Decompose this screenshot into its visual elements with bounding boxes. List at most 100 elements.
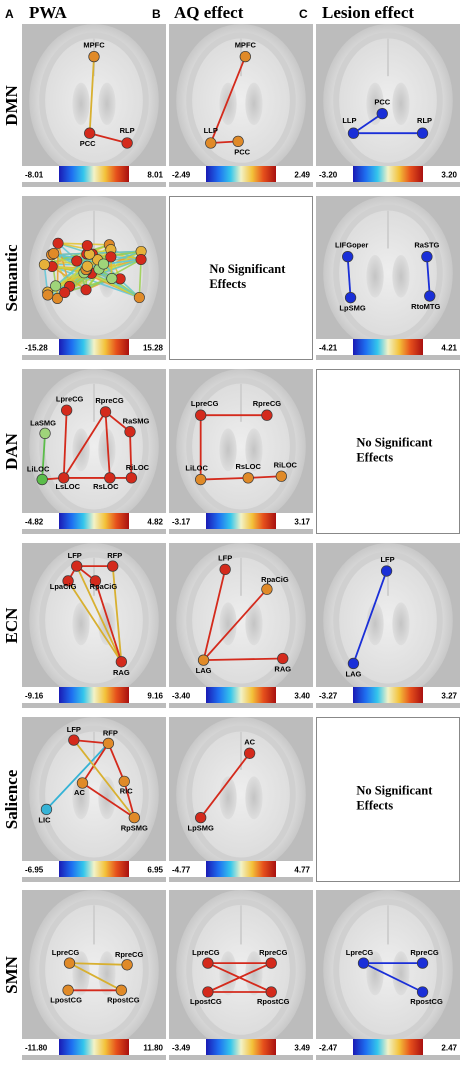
edge-llp-pcc bbox=[352, 112, 383, 134]
node-label-rag: RAG bbox=[274, 665, 291, 674]
brain-outline bbox=[323, 24, 453, 178]
colorbar-min: -6.95 bbox=[25, 866, 44, 875]
edge-rfp-lic bbox=[45, 742, 110, 811]
node-label-rprecg: RpreCG bbox=[253, 399, 282, 408]
node-lsloc bbox=[58, 472, 70, 484]
node-label-rprecg: RpreCG bbox=[95, 396, 124, 405]
edge-lfp-rag bbox=[75, 565, 123, 663]
node-rsloc bbox=[242, 472, 254, 484]
node-label-lprecg: LpreCG bbox=[52, 948, 80, 957]
colorbar-min-box bbox=[22, 339, 59, 355]
edge-ac-rpsmg bbox=[81, 782, 135, 819]
colorbar-max: 8.01 bbox=[147, 171, 163, 180]
brain-ventricle-right bbox=[245, 602, 263, 646]
node-label-rpacig: RpaCiG bbox=[90, 582, 118, 591]
panel-dmn-aq-effect: MPFC LLP PCC -2.49 2.49 bbox=[169, 24, 313, 187]
node-rprecg bbox=[265, 957, 277, 969]
node-label-rprecg: RpreCG bbox=[259, 948, 288, 957]
node-rasmg bbox=[124, 426, 136, 438]
node-lag bbox=[347, 657, 360, 670]
colorbar-min: -3.17 bbox=[172, 518, 191, 527]
colorbar-max: 4.82 bbox=[147, 518, 163, 527]
node-label-lpostcg: LpostCG bbox=[50, 995, 82, 1004]
node-riloc bbox=[125, 472, 138, 484]
node-lprecg bbox=[60, 404, 73, 416]
panel-ecn-pwa: LFP RFP LpaCiG RpaCiG RAG -9.16 9.16 bbox=[22, 543, 166, 708]
no-effects-line1: No Significant bbox=[356, 436, 433, 450]
brain-outline bbox=[29, 890, 159, 1050]
node-rpostcg bbox=[115, 984, 128, 996]
node-label-lprecg: LpreCG bbox=[192, 948, 220, 957]
node-label-lpsmg: LpSMG bbox=[339, 304, 365, 313]
node-label-rsloc: RsLOC bbox=[93, 482, 119, 491]
network-node bbox=[98, 258, 110, 270]
empty-panel bbox=[169, 196, 313, 360]
brain-ventricle-left bbox=[366, 951, 384, 996]
node-label-pcc: PCC bbox=[374, 98, 390, 107]
panel-semantic-pwa: -15.28 15.28 bbox=[22, 195, 166, 360]
panel-semantic-lesion-effect: LIFGoper RaSTG LpSMG RtoMTG -4.21 4.21 bbox=[316, 195, 460, 360]
panel-smn-pwa: LpreCG RpreCG LpostCG RpostCG -11.80 11.80 bbox=[22, 890, 166, 1060]
edge-pcc-rlp bbox=[89, 132, 128, 144]
node-lfp bbox=[380, 565, 393, 577]
node-pcc bbox=[84, 127, 96, 139]
colorbar-min: -4.82 bbox=[25, 518, 44, 527]
node-label-rlp: RLP bbox=[417, 116, 432, 125]
edge-lfp-rfp bbox=[73, 739, 109, 745]
colorbar-max: 15.28 bbox=[143, 344, 164, 353]
colorbar-max-box bbox=[276, 1039, 313, 1055]
colorbar-max-box bbox=[129, 1039, 166, 1055]
nodes: MPFC LLP PCC bbox=[204, 41, 257, 157]
panel-ecn-lesion-effect: LFP LAG -3.27 3.27 bbox=[316, 543, 460, 708]
edges bbox=[199, 752, 251, 819]
brain-outline bbox=[323, 195, 453, 351]
colorbar-min-box bbox=[169, 166, 206, 182]
colorbar bbox=[353, 687, 423, 703]
network-node bbox=[105, 251, 117, 263]
colorbar-min-box bbox=[22, 1039, 59, 1055]
edge-lfp-lag bbox=[352, 570, 388, 664]
node-rsloc bbox=[104, 472, 116, 484]
colorbar-max: 3.27 bbox=[441, 692, 457, 701]
node-lprecg bbox=[63, 957, 76, 969]
node-rastg bbox=[421, 251, 433, 263]
colorbar-min: -3.27 bbox=[319, 692, 338, 701]
colorbar-max-box bbox=[129, 339, 166, 355]
network-node bbox=[48, 247, 60, 259]
node-label-mpfc: MPFC bbox=[83, 41, 105, 50]
colorbar-max: 6.95 bbox=[147, 866, 163, 875]
node-label-ac: AC bbox=[74, 788, 85, 797]
brain-cortex bbox=[39, 898, 149, 1041]
nodes: LpreCG RpreCG LpostCG RpostCG bbox=[50, 948, 143, 1004]
brain-cortex bbox=[333, 551, 443, 690]
column-title: Lesion effect bbox=[322, 3, 414, 22]
network-node bbox=[71, 255, 83, 267]
brain-ventricle-right bbox=[245, 428, 263, 472]
colorbar-min: -4.21 bbox=[319, 344, 338, 353]
node-label-llp: LLP bbox=[204, 126, 218, 135]
brain-ventricle-left bbox=[72, 82, 90, 126]
node-label-lag: LAG bbox=[346, 669, 362, 678]
node-liloc bbox=[36, 473, 48, 486]
colorbar bbox=[59, 687, 129, 703]
edge-lprecg-lsloc bbox=[62, 410, 68, 478]
colorbar bbox=[206, 513, 276, 529]
network-node bbox=[51, 292, 63, 304]
brain-ventricle-right bbox=[245, 776, 263, 820]
brain-ventricle-right bbox=[98, 951, 116, 996]
node-label-mpfc: MPFC bbox=[235, 41, 257, 50]
edge-lasmg-liloc bbox=[41, 433, 46, 480]
edges bbox=[346, 256, 431, 298]
brain-ventricle-right bbox=[392, 602, 410, 646]
no-effects-line2: Effects bbox=[209, 277, 246, 291]
edge-rasmg-riloc bbox=[129, 431, 133, 478]
colorbar-min: -11.80 bbox=[25, 1044, 48, 1053]
brain-ventricle-right bbox=[392, 255, 410, 298]
node-lpsmg bbox=[195, 812, 207, 824]
brain-cortex bbox=[333, 32, 443, 169]
edges bbox=[68, 962, 128, 992]
brain-cortex bbox=[39, 725, 149, 864]
edge-rprecg-rsloc bbox=[104, 411, 111, 478]
